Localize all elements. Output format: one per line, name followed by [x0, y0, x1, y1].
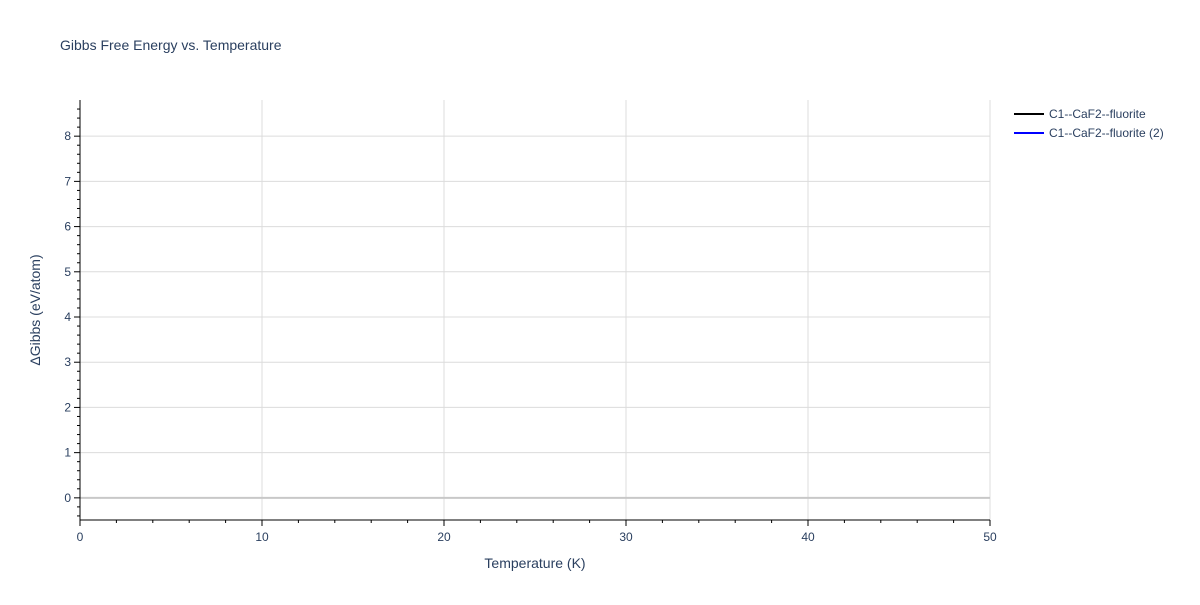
y-tick-label: 5: [64, 265, 71, 279]
y-tick-label: 4: [64, 310, 71, 324]
x-tick-label: 20: [437, 530, 451, 544]
legend-label: C1--CaF2--fluorite: [1049, 107, 1146, 121]
x-tick-label: 40: [801, 530, 815, 544]
y-tick-label: 8: [64, 129, 71, 143]
y-tick-label: 1: [64, 446, 71, 460]
y-tick-label: 2: [64, 400, 71, 414]
y-axis-label: ΔGibbs (eV/atom): [27, 254, 43, 365]
x-tick-label: 50: [983, 530, 997, 544]
x-tick-label: 0: [77, 530, 84, 544]
y-tick-label: 6: [64, 220, 71, 234]
chart-title: Gibbs Free Energy vs. Temperature: [60, 37, 282, 53]
y-tick-label: 3: [64, 355, 71, 369]
x-axis-label: Temperature (K): [484, 555, 585, 571]
y-tick-label: 7: [64, 174, 71, 188]
y-tick-label: 0: [64, 491, 71, 505]
legend-label: C1--CaF2--fluorite (2): [1049, 126, 1164, 140]
x-tick-label: 10: [255, 530, 269, 544]
x-tick-label: 30: [619, 530, 633, 544]
